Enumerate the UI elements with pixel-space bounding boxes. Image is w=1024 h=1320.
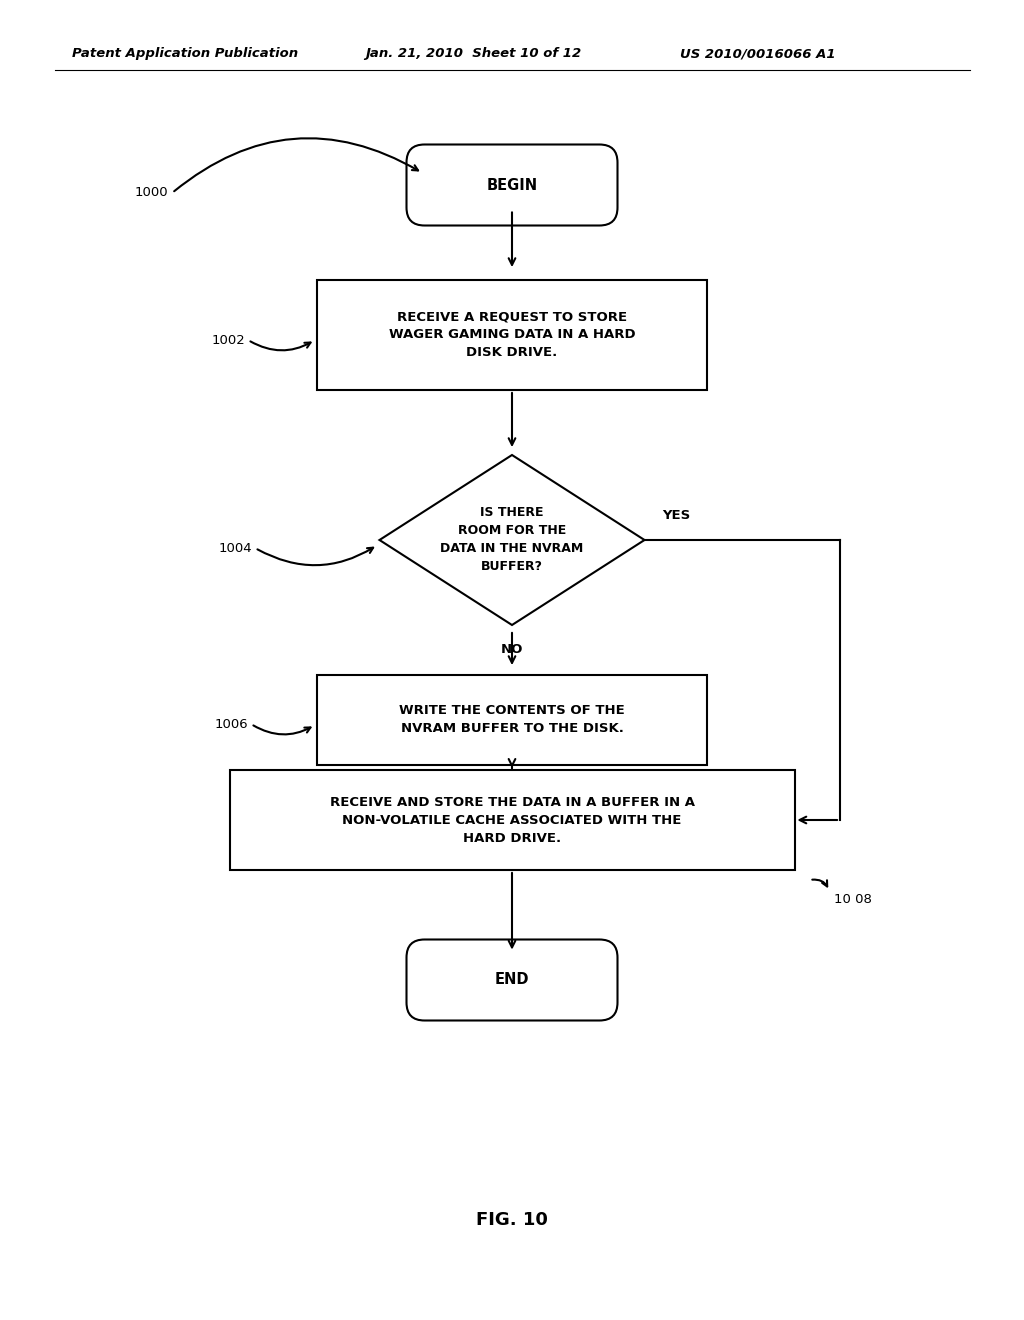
- Text: Patent Application Publication: Patent Application Publication: [72, 48, 298, 61]
- Bar: [317, 675, 707, 766]
- Text: 1006: 1006: [214, 718, 248, 730]
- Bar: [317, 280, 707, 389]
- Text: FIG. 10: FIG. 10: [476, 1210, 548, 1229]
- Text: IS THERE
ROOM FOR THE
DATA IN THE NVRAM
BUFFER?: IS THERE ROOM FOR THE DATA IN THE NVRAM …: [440, 507, 584, 573]
- Text: NO: NO: [501, 643, 523, 656]
- Text: 1004: 1004: [218, 541, 252, 554]
- Text: RECEIVE AND STORE THE DATA IN A BUFFER IN A
NON-VOLATILE CACHE ASSOCIATED WITH T: RECEIVE AND STORE THE DATA IN A BUFFER I…: [330, 796, 694, 845]
- Text: 1002: 1002: [211, 334, 245, 346]
- Text: Jan. 21, 2010  Sheet 10 of 12: Jan. 21, 2010 Sheet 10 of 12: [365, 48, 582, 61]
- Text: US 2010/0016066 A1: US 2010/0016066 A1: [680, 48, 836, 61]
- Text: 10 08: 10 08: [835, 894, 872, 906]
- FancyBboxPatch shape: [407, 940, 617, 1020]
- Text: BEGIN: BEGIN: [486, 177, 538, 193]
- Polygon shape: [380, 455, 644, 624]
- Bar: [229, 770, 795, 870]
- Text: RECEIVE A REQUEST TO STORE
WAGER GAMING DATA IN A HARD
DISK DRIVE.: RECEIVE A REQUEST TO STORE WAGER GAMING …: [389, 310, 635, 359]
- Text: 1000: 1000: [134, 186, 168, 199]
- Text: WRITE THE CONTENTS OF THE
NVRAM BUFFER TO THE DISK.: WRITE THE CONTENTS OF THE NVRAM BUFFER T…: [399, 705, 625, 735]
- FancyBboxPatch shape: [407, 144, 617, 226]
- Text: END: END: [495, 973, 529, 987]
- Text: YES: YES: [663, 510, 691, 521]
